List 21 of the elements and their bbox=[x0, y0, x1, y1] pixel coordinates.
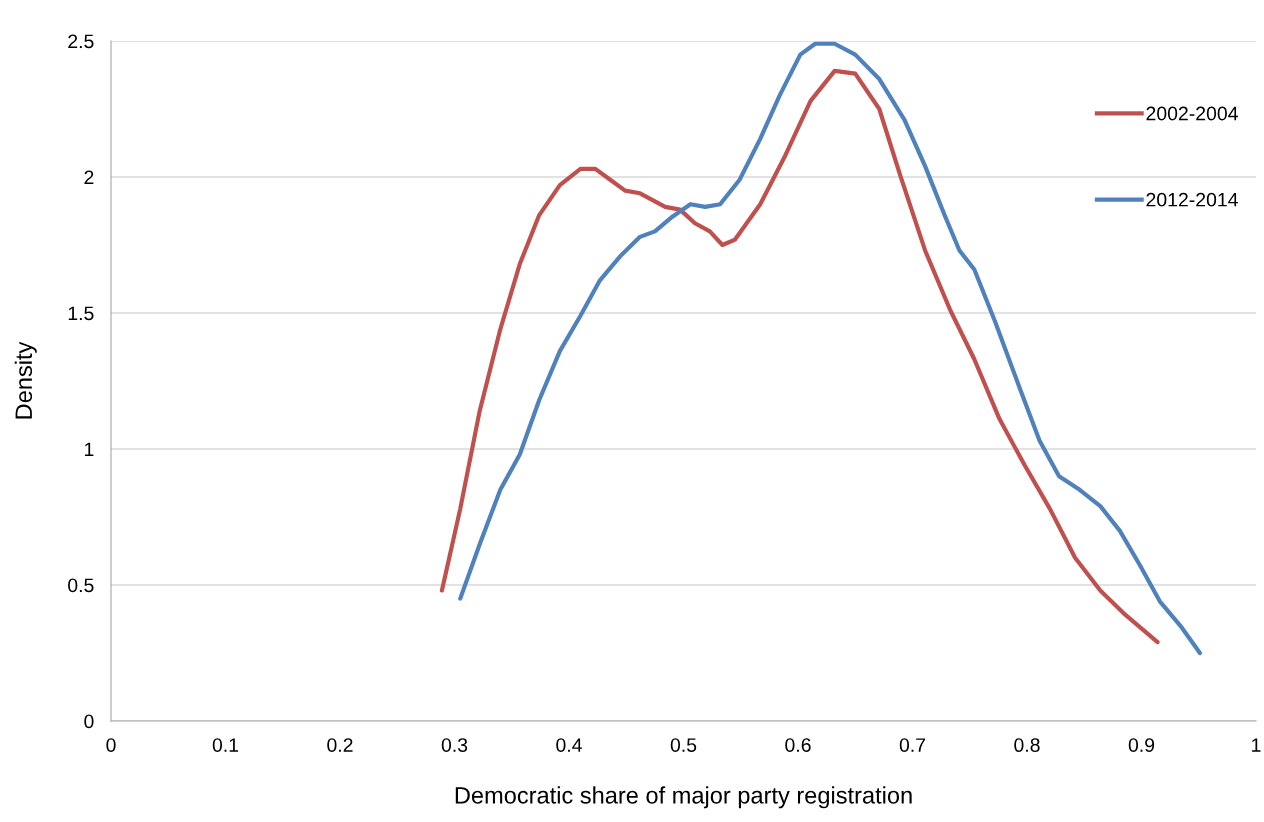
y-tick-label: 0 bbox=[84, 714, 94, 729]
x-tick-label: 0.9 bbox=[1128, 738, 1155, 752]
legend-label: 2012-2014 bbox=[1146, 192, 1238, 207]
x-tick-label: 0.6 bbox=[785, 738, 811, 752]
y-tick-label: 0.5 bbox=[68, 578, 94, 593]
x-axis-title: Democratic share of major party registration bbox=[455, 786, 912, 809]
x-tick-label: 0.4 bbox=[556, 738, 582, 752]
x-tick-label: 1 bbox=[1252, 738, 1261, 752]
x-tick-label: 0.2 bbox=[327, 738, 353, 752]
x-tick-label: 0.3 bbox=[441, 738, 468, 752]
x-tick-label: 0.1 bbox=[212, 738, 239, 752]
y-tick-label: 1 bbox=[85, 442, 94, 457]
y-tick-label: 2.5 bbox=[68, 34, 94, 49]
x-tick-label: 0 bbox=[106, 738, 116, 752]
y-tick-label: 1.5 bbox=[68, 306, 94, 321]
x-tick-label: 0.7 bbox=[899, 738, 926, 752]
x-tick-label: 0.8 bbox=[1014, 738, 1040, 752]
y-tick-label: 2 bbox=[84, 170, 94, 185]
x-tick-label: 0.5 bbox=[670, 738, 697, 752]
legend-label: 2002-2004 bbox=[1146, 106, 1238, 121]
y-axis-title: Density bbox=[14, 341, 37, 419]
